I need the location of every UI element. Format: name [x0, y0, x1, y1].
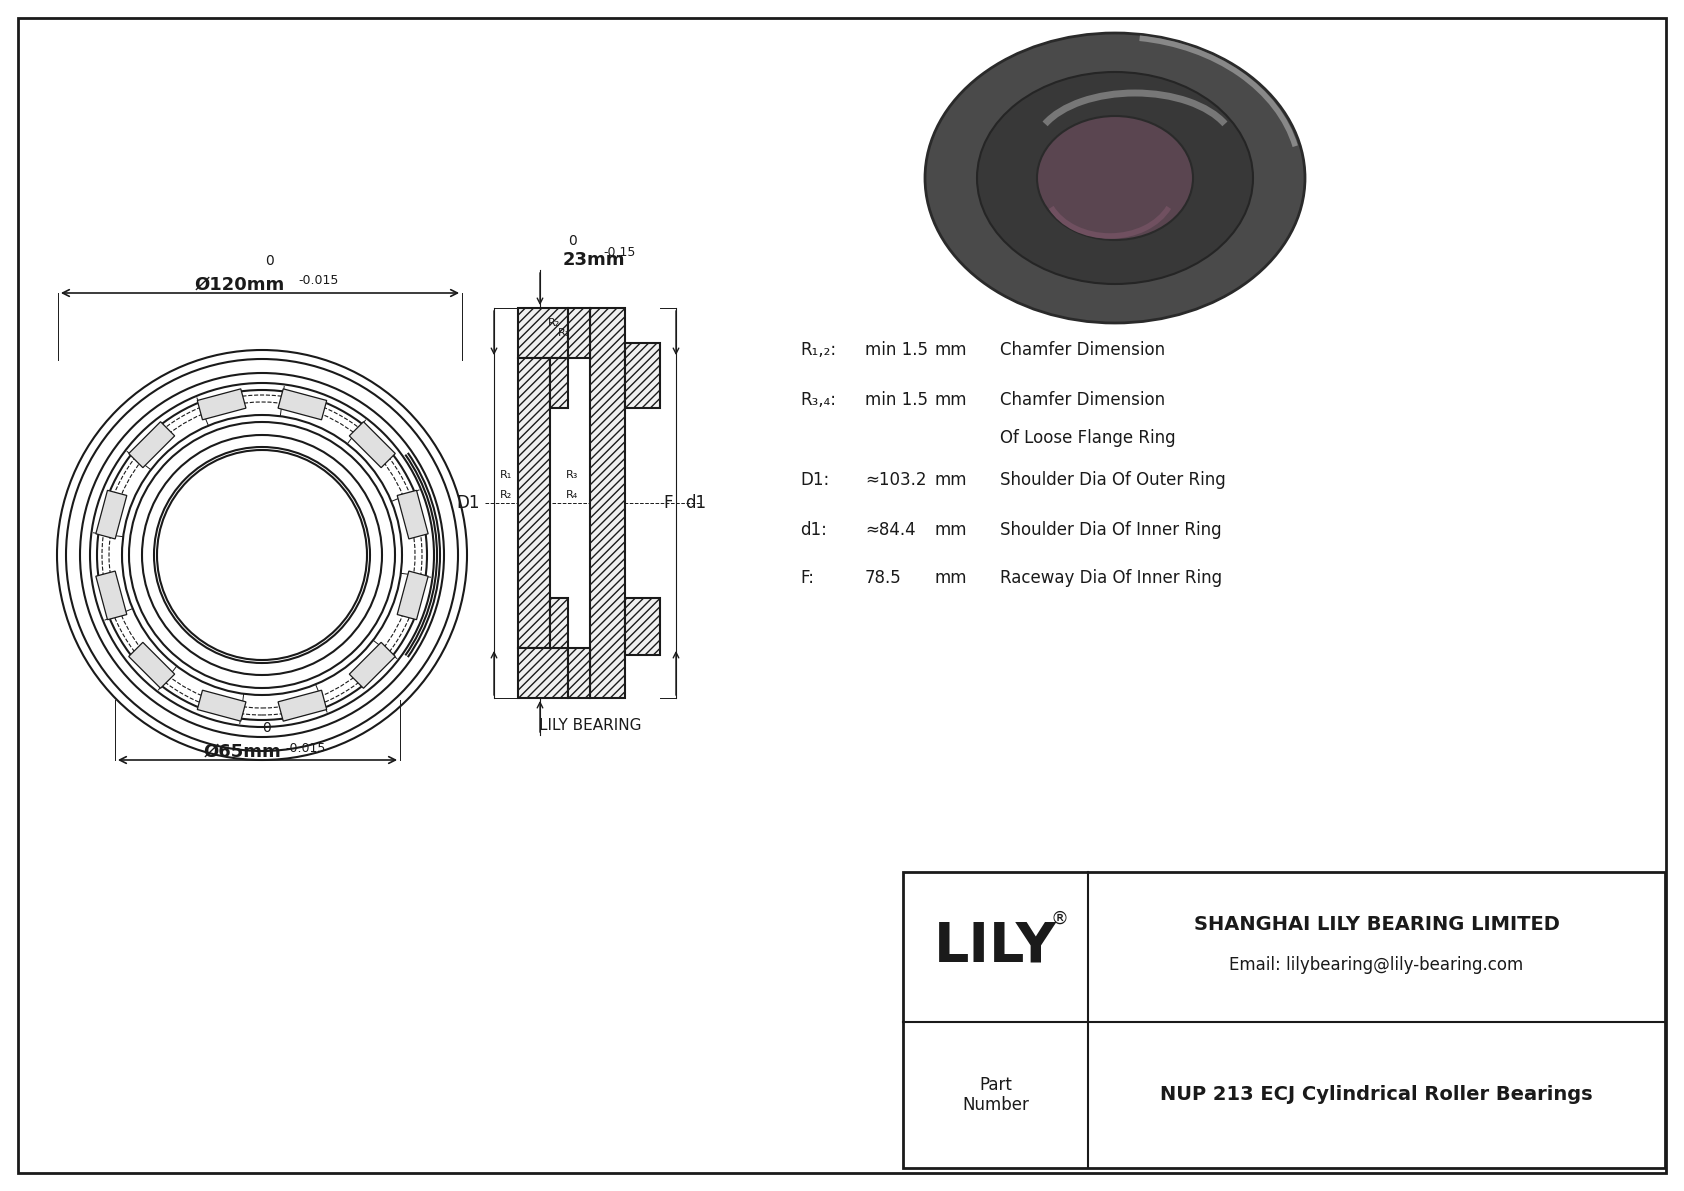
- Bar: [519, 358, 551, 648]
- Text: Chamfer Dimension: Chamfer Dimension: [1000, 341, 1165, 358]
- Text: R₄: R₄: [566, 490, 578, 500]
- Bar: [903, 872, 1665, 1168]
- Text: R₁,₂:: R₁,₂:: [800, 341, 837, 358]
- Text: LILY BEARING: LILY BEARING: [539, 718, 642, 732]
- Text: min 1.5: min 1.5: [866, 341, 928, 358]
- Text: ≈103.2: ≈103.2: [866, 470, 926, 490]
- Text: 0: 0: [264, 254, 274, 268]
- Text: R₃,₄:: R₃,₄:: [800, 391, 835, 409]
- Bar: [568, 648, 589, 698]
- Ellipse shape: [977, 71, 1253, 283]
- Text: Ø65mm: Ø65mm: [204, 743, 281, 761]
- Text: 23mm: 23mm: [562, 251, 625, 269]
- Text: Shoulder Dia Of Inner Ring: Shoulder Dia Of Inner Ring: [1000, 520, 1221, 540]
- Bar: [349, 422, 396, 468]
- Bar: [278, 388, 327, 419]
- Text: min 1.5: min 1.5: [866, 391, 928, 409]
- Bar: [397, 491, 428, 540]
- Bar: [197, 691, 246, 722]
- Bar: [197, 388, 246, 419]
- Bar: [349, 642, 396, 688]
- Bar: [625, 598, 660, 655]
- Text: ®: ®: [1051, 910, 1069, 928]
- Text: Ø120mm: Ø120mm: [195, 276, 285, 294]
- Bar: [278, 691, 327, 722]
- Text: Shoulder Dia Of Outer Ring: Shoulder Dia Of Outer Ring: [1000, 470, 1226, 490]
- Text: R₁: R₁: [557, 328, 571, 338]
- Bar: [519, 648, 568, 698]
- Bar: [519, 308, 568, 358]
- Text: -0.015: -0.015: [286, 742, 327, 755]
- Text: SHANGHAI LILY BEARING LIMITED: SHANGHAI LILY BEARING LIMITED: [1194, 916, 1559, 935]
- Bar: [551, 358, 568, 409]
- Text: R₃: R₃: [566, 470, 578, 480]
- Text: Of Loose Flange Ring: Of Loose Flange Ring: [1000, 429, 1175, 447]
- Text: mm: mm: [935, 391, 968, 409]
- Text: -0.015: -0.015: [298, 274, 338, 287]
- Text: mm: mm: [935, 569, 968, 587]
- Text: -0.15: -0.15: [603, 245, 635, 258]
- Bar: [397, 570, 428, 619]
- Text: mm: mm: [935, 470, 968, 490]
- Text: 0: 0: [568, 233, 576, 248]
- Bar: [589, 308, 625, 698]
- Text: Part
Number: Part Number: [962, 1075, 1029, 1115]
- Text: F:: F:: [800, 569, 813, 587]
- Text: mm: mm: [935, 341, 968, 358]
- Text: D1: D1: [456, 494, 480, 512]
- Bar: [551, 598, 568, 648]
- Text: NUP 213 ECJ Cylindrical Roller Bearings: NUP 213 ECJ Cylindrical Roller Bearings: [1160, 1085, 1593, 1104]
- Text: mm: mm: [935, 520, 968, 540]
- Text: D1:: D1:: [800, 470, 829, 490]
- Text: Raceway Dia Of Inner Ring: Raceway Dia Of Inner Ring: [1000, 569, 1223, 587]
- Text: Chamfer Dimension: Chamfer Dimension: [1000, 391, 1165, 409]
- Text: ≈84.4: ≈84.4: [866, 520, 916, 540]
- Bar: [96, 570, 126, 619]
- Bar: [568, 308, 589, 358]
- Text: Email: lilybearing@lily-bearing.com: Email: lilybearing@lily-bearing.com: [1229, 956, 1524, 974]
- Text: F: F: [663, 494, 672, 512]
- Text: d1:: d1:: [800, 520, 827, 540]
- Bar: [96, 491, 126, 540]
- Text: 78.5: 78.5: [866, 569, 901, 587]
- Text: R₂: R₂: [500, 490, 512, 500]
- Text: 0: 0: [263, 721, 271, 735]
- Ellipse shape: [925, 33, 1305, 323]
- Text: R₁: R₁: [500, 470, 512, 480]
- Text: d1: d1: [685, 494, 706, 512]
- Text: R₂: R₂: [547, 318, 561, 328]
- Bar: [128, 422, 175, 468]
- Bar: [128, 642, 175, 688]
- Bar: [625, 343, 660, 409]
- Text: LILY: LILY: [935, 919, 1058, 974]
- Ellipse shape: [1037, 116, 1192, 241]
